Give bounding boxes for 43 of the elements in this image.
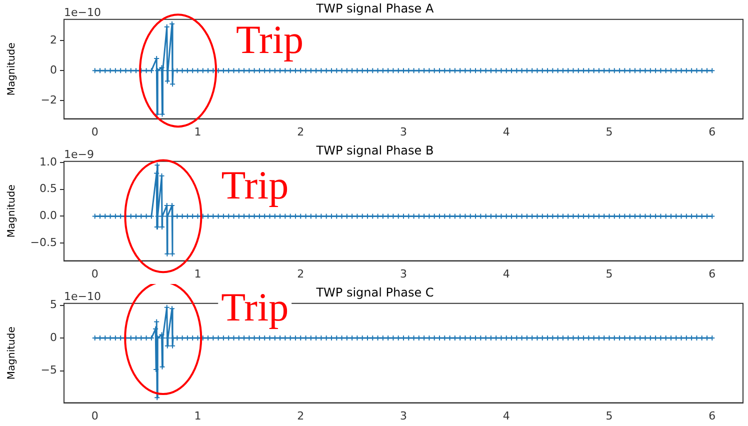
- x-tick-label: 1: [194, 409, 202, 422]
- x-tick-label: 0: [91, 267, 98, 280]
- x-tick-label: 4: [502, 409, 510, 422]
- chart-title: TWP signal Phase B: [315, 143, 434, 158]
- y-tick-label: −0.5: [30, 236, 57, 249]
- y-tick-label: 2: [50, 33, 57, 46]
- x-tick-label: 2: [297, 267, 304, 280]
- x-tick-label: 6: [708, 409, 716, 422]
- y-tick-label: 0: [50, 330, 57, 344]
- x-tick-label: 2: [297, 409, 304, 422]
- x-tick-label: 1: [194, 125, 202, 138]
- x-tick-label: 5: [606, 125, 613, 138]
- chart-title: TWP signal Phase A: [315, 1, 434, 16]
- x-tick-label: 5: [606, 267, 613, 280]
- annotation: Trip: [236, 17, 304, 62]
- x-tick-label: 5: [606, 409, 613, 422]
- y-tick-label: −2: [40, 94, 57, 107]
- y-tick-label: 0: [50, 63, 57, 76]
- y-tick-label: 0.5: [40, 182, 57, 196]
- x-tick-label: 6: [708, 267, 716, 280]
- text: 1e−10: [64, 290, 101, 303]
- x-tick-label: 3: [400, 267, 407, 280]
- text: 1e−9: [64, 148, 94, 161]
- annotation: Trip: [221, 162, 289, 208]
- chart-title: TWP signal Phase C: [315, 285, 434, 300]
- x-tick-label: 0: [91, 409, 98, 422]
- text: 1e−10: [64, 6, 101, 19]
- y-tick-label: 5: [50, 298, 57, 312]
- x-tick-label: 1: [194, 267, 202, 280]
- x-tick-label: 3: [400, 409, 407, 422]
- y-tick-label: −5: [40, 364, 57, 377]
- x-tick-label: 3: [400, 125, 407, 138]
- x-tick-label: 2: [297, 125, 304, 138]
- y-tick-label: 0.0: [40, 209, 57, 222]
- x-tick-label: 6: [708, 125, 716, 138]
- annotation: Trip: [221, 284, 289, 330]
- y-axis-title: Magnitude: [6, 42, 18, 96]
- y-tick-label: 1.0: [40, 155, 57, 168]
- y-axis-title: Magnitude: [6, 184, 18, 238]
- x-tick-label: 0: [91, 125, 98, 138]
- y-axis-title: Magnitude: [6, 326, 18, 380]
- x-tick-label: 4: [502, 267, 510, 280]
- x-tick-label: 4: [502, 125, 510, 138]
